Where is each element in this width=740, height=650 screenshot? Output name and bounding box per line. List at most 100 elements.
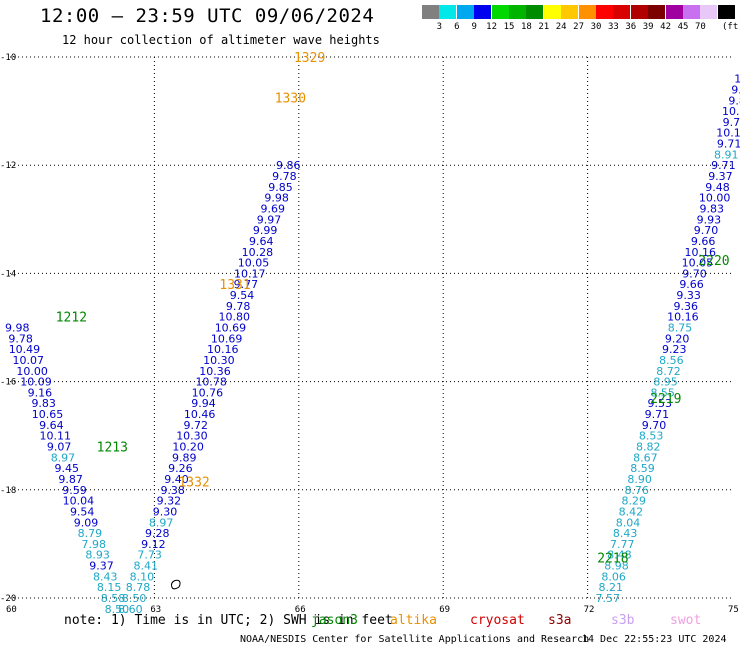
- map-title: 12:00 — 23:59 UTC 09/06/2024: [40, 5, 375, 27]
- map-subtitle: 12 hour collection of altimeter wave hei…: [62, 33, 380, 47]
- legend-label: 21: [538, 22, 550, 32]
- wave-height-value: 9.38: [160, 484, 185, 497]
- wave-height-value: 8.43: [93, 570, 118, 583]
- wave-height-value: 10.65: [32, 408, 64, 421]
- time-label: 1331: [219, 278, 250, 293]
- wave-height-value: 9.71: [717, 138, 740, 151]
- wave-height-value: 9.94: [191, 397, 216, 410]
- wave-height-value: 10.16: [684, 246, 716, 259]
- wave-height-value: 9.98: [5, 322, 30, 335]
- wave-height-value: 9.71: [711, 159, 736, 172]
- wave-height-value: 9.70: [694, 224, 719, 237]
- wave-height-value: 8.90: [627, 473, 652, 486]
- wave-height-value: 9.64: [249, 235, 274, 248]
- wave-height-value: 9.53: [648, 397, 673, 410]
- wave-height-value: 9.36: [674, 300, 699, 313]
- wave-height-value: 9.40: [164, 473, 189, 486]
- wave-height-value: 8.06: [601, 570, 626, 583]
- wave-height-value: 10.76: [192, 386, 224, 399]
- satellite-label: cryosat: [470, 613, 525, 628]
- legend-swatch: [630, 5, 648, 19]
- wave-height-value: 9.70: [642, 419, 667, 432]
- wave-height-value: 10.80: [219, 311, 251, 324]
- time-label: 1329: [294, 51, 325, 66]
- wave-height-value: 8.10: [130, 570, 155, 583]
- legend-swatch: [596, 5, 613, 19]
- wave-height-value: 10.0: [734, 73, 740, 86]
- time-label: 1212: [56, 311, 87, 326]
- wave-height-value: 9.80: [728, 94, 740, 107]
- wave-height-value: 9.48: [705, 181, 730, 194]
- wave-height-value: 10.00: [699, 192, 731, 205]
- legend-label: 45: [677, 22, 689, 32]
- wave-height-value: 8.50: [122, 592, 147, 605]
- legend-label: 9: [471, 22, 477, 32]
- time-label: 2220: [698, 254, 729, 269]
- time-label: 1213: [97, 441, 128, 456]
- lat-tick-label: -20: [0, 594, 16, 604]
- legend-swatch: [717, 5, 735, 19]
- wave-height-value: 8.76: [624, 484, 649, 497]
- wave-height-value: 8.53: [639, 430, 664, 443]
- legend-label: 12: [486, 22, 498, 32]
- legend-swatch: [422, 5, 439, 19]
- wave-height-value: 9.99: [253, 224, 278, 237]
- legend-label: 30: [590, 22, 602, 32]
- satellite-label: altika: [390, 613, 437, 628]
- lon-tick-label: 63: [150, 605, 161, 615]
- wave-height-value: 9.54: [230, 289, 255, 302]
- wave-height-value: 8.60: [118, 603, 143, 616]
- wave-height-value: 9.97: [257, 213, 282, 226]
- wave-height-value: 9.20: [665, 332, 690, 345]
- wave-height-value: 9.83: [31, 397, 56, 410]
- wave-height-value: 9.98: [264, 192, 289, 205]
- lon-tick-label: 69: [439, 605, 450, 615]
- wave-height-value: 10.20: [172, 441, 204, 454]
- wave-height-value: 8.72: [656, 365, 681, 378]
- wave-height-value: 8.67: [633, 451, 658, 464]
- wave-height-value: 10.11: [39, 430, 71, 443]
- wave-height-value: 10.46: [184, 408, 216, 421]
- legend-swatch: [491, 5, 509, 19]
- wave-height-value: 9.09: [74, 516, 99, 529]
- wave-height-value: 10.00: [16, 365, 48, 378]
- satellite-label: swot: [670, 613, 702, 628]
- wave-height-value: 7.73: [137, 549, 162, 562]
- legend-label: 42: [660, 22, 672, 32]
- wave-height-value: 8.82: [636, 441, 661, 454]
- wave-height-value: 8.93: [85, 549, 110, 562]
- wave-height-value: 9.72: [184, 419, 209, 432]
- wave-height-value: 8.75: [668, 322, 693, 335]
- wave-height-value: 8.29: [622, 495, 647, 508]
- wave-height-value: 10.10: [716, 127, 740, 140]
- legend-swatch: [665, 5, 683, 19]
- wave-height-value: 8.56: [659, 354, 684, 367]
- wave-height-value: 9.26: [168, 462, 193, 475]
- wave-height-value: 9.93: [697, 213, 722, 226]
- wave-height-value: 8.91: [714, 148, 739, 161]
- lat-tick-label: -18: [0, 486, 16, 496]
- time-label: 1330: [275, 92, 306, 107]
- timestamp-text: 14 Dec 22:55:23 UTC 2024: [582, 634, 727, 645]
- wave-height-value: 9.37: [708, 170, 733, 183]
- wave-height-value: 9.71: [645, 408, 670, 421]
- wave-height-value: 9.90: [731, 83, 740, 96]
- wave-height-value: 8.79: [78, 527, 103, 540]
- wave-height-value: 8.97: [51, 451, 76, 464]
- lat-tick-label: -10: [0, 53, 16, 63]
- legend-label: 3: [436, 22, 443, 32]
- wave-height-value: 9.66: [679, 278, 704, 291]
- legend-swatch: [613, 5, 631, 19]
- lon-tick-label: 75: [728, 605, 739, 615]
- wave-height-value: 8.41: [133, 560, 158, 573]
- wave-height-value: 8.21: [598, 581, 623, 594]
- lat-tick-label: -16: [0, 378, 16, 388]
- lon-tick-label: 60: [6, 605, 17, 615]
- wave-height-value: 9.30: [153, 505, 178, 518]
- wave-height-value: 10.05: [238, 257, 270, 270]
- wave-height-value: 9.78: [226, 300, 251, 313]
- satellite-label: jason3: [311, 613, 358, 628]
- wave-height-value: 8.95: [653, 376, 678, 389]
- legend-label: 33: [607, 22, 619, 32]
- legend-label: 27: [573, 22, 585, 32]
